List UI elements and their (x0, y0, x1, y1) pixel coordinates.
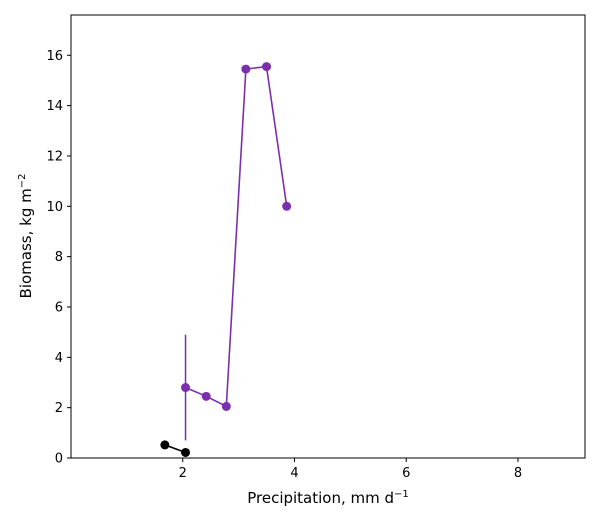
y-tick-label: 0 (55, 452, 63, 467)
x-tick-label: 4 (290, 466, 298, 481)
data-point (201, 391, 211, 401)
plot-frame (70, 14, 586, 459)
y-tick-label: 2 (55, 401, 63, 416)
tick-layer: 2 4 6 8 0 2 4 6 8 10 12 14 16 (46, 49, 522, 481)
series-2 (160, 440, 191, 457)
y-tick-label: 16 (46, 49, 63, 64)
series-layer (160, 62, 292, 457)
y-tick-label: 4 (55, 351, 63, 366)
data-point (181, 383, 191, 393)
y-tick-label: 14 (46, 99, 63, 114)
data-point (221, 401, 231, 411)
data-point (262, 62, 272, 72)
data-point (282, 201, 292, 211)
plot-area (71, 15, 585, 458)
x-tick-label: 6 (402, 466, 410, 481)
series-1 (181, 62, 292, 441)
y-tick-label: 8 (55, 250, 63, 265)
y-tick-label: 6 (55, 300, 63, 315)
x-axis-label: Precipitation, mm d−1 (247, 489, 409, 507)
data-point (160, 440, 170, 450)
data-point (181, 447, 191, 457)
y-tick-label: 10 (46, 200, 63, 215)
x-tick-label: 2 (179, 466, 187, 481)
y-tick-label: 12 (46, 149, 63, 164)
y-axis-label: Biomass, kg m−2 (17, 174, 35, 299)
data-point (241, 64, 251, 74)
x-tick-label: 8 (514, 466, 522, 481)
